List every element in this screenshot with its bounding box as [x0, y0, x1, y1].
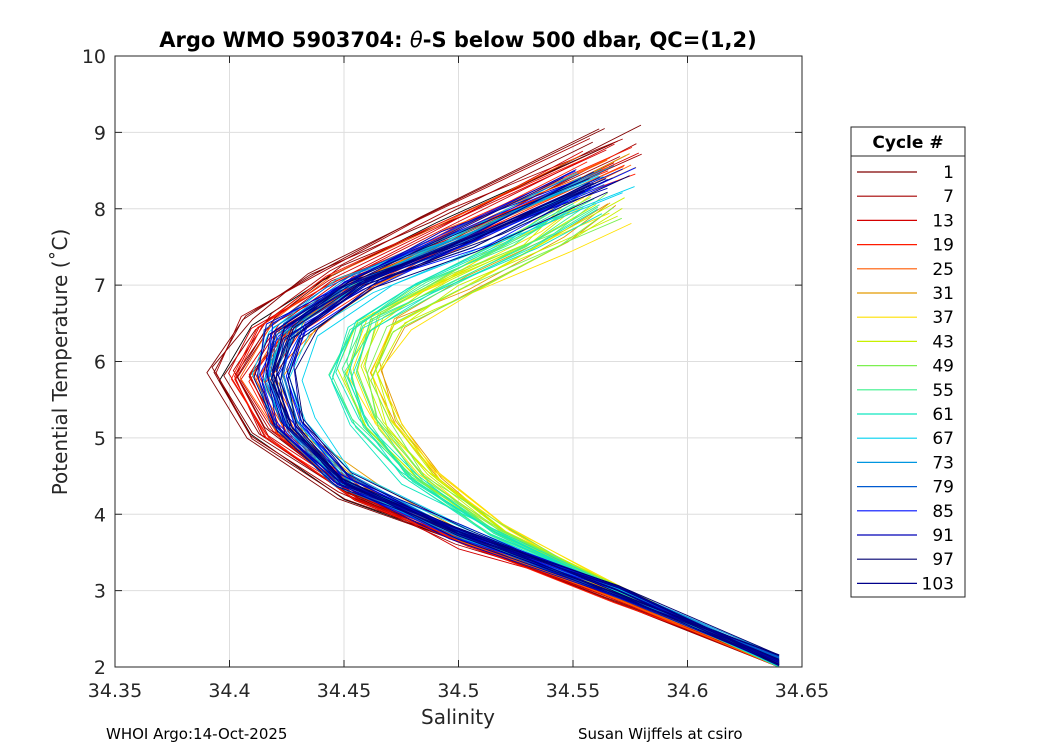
legend-label: 55 [932, 381, 954, 401]
title-prefix: Argo WMO 5903704: [159, 28, 410, 52]
profile-line [331, 204, 780, 668]
profile-line [275, 182, 780, 665]
y-tick-label: 9 [94, 122, 106, 144]
legend-label: 91 [932, 526, 954, 546]
legend-label: 7 [943, 187, 954, 207]
y-tick-label: 10 [82, 46, 106, 68]
legend-title: Cycle # [872, 133, 943, 153]
title-suffix: -S below 500 dbar, QC=(1,2) [423, 28, 757, 52]
axis-ticks: 34.35 34.4 34.45 34.5 34.55 34.6 34.65 2 3 4 5 6 7 8 9… [82, 46, 829, 702]
legend-label: 37 [932, 308, 954, 328]
footer-source: WHOI Argo:14-Oct-2025 [106, 725, 288, 743]
y-tick-label: 4 [94, 504, 106, 526]
profile-line [285, 167, 780, 662]
profile-line [265, 171, 780, 667]
legend-label: 85 [932, 502, 954, 522]
legend-label: 103 [922, 574, 954, 594]
x-tick-label: 34.6 [666, 680, 708, 702]
profile-line [287, 191, 780, 666]
y-tick-label: 3 [94, 581, 106, 603]
profile-line [356, 196, 780, 665]
profile-line [230, 161, 780, 662]
y-tick-label: 5 [94, 428, 106, 450]
profile-line [253, 177, 780, 657]
chart-title: Argo WMO 5903704: θ-S below 500 dbar, QC… [159, 28, 756, 52]
x-tick-label: 34.5 [437, 680, 479, 702]
x-tick-label: 34.4 [208, 680, 250, 702]
x-tick-label: 34.45 [317, 680, 371, 702]
x-tick-label: 34.65 [775, 680, 829, 702]
legend-box [850, 126, 966, 598]
legend-label: 13 [932, 211, 954, 231]
legend: Cycle #1 7 13 19 25 31 37 43 49 55 61 67 73 79 85 91 97 1… [850, 126, 966, 598]
x-axis-label: Salinity [421, 705, 495, 729]
profile-line [335, 198, 780, 666]
profile-lines [206, 124, 780, 668]
y-tick-label: 6 [94, 352, 106, 374]
legend-label: 19 [932, 236, 954, 256]
profile-line [364, 192, 780, 665]
profile-line [371, 215, 780, 668]
legend-label: 49 [932, 357, 954, 377]
profile-line [328, 203, 780, 668]
legend-label: 25 [932, 260, 954, 280]
legend-label: 1 [943, 163, 954, 183]
y-tick-label: 7 [94, 275, 106, 297]
y-tick-label: 2 [94, 657, 106, 679]
title-theta-symbol: θ [410, 28, 423, 52]
y-tick-label: 8 [94, 199, 106, 221]
profile-line [259, 179, 780, 666]
legend-label: 61 [932, 405, 954, 425]
legend-label: 67 [932, 429, 954, 449]
profile-line [270, 182, 780, 661]
legend-label: 31 [932, 284, 954, 304]
legend-label: 79 [932, 478, 954, 498]
profile-line [350, 213, 780, 668]
x-tick-label: 34.35 [88, 680, 142, 702]
profile-line [266, 169, 780, 662]
legend-label: 43 [932, 332, 954, 352]
profile-line [347, 208, 780, 661]
x-tick-label: 34.55 [546, 680, 600, 702]
footer-credit: Susan Wijffels at csiro [578, 725, 743, 743]
y-axis-label: Potential Temperature (˚C) [48, 229, 72, 496]
legend-label: 97 [932, 550, 954, 570]
profile-line [294, 175, 780, 660]
profile-line [278, 180, 780, 663]
legend-label: 73 [932, 453, 954, 473]
